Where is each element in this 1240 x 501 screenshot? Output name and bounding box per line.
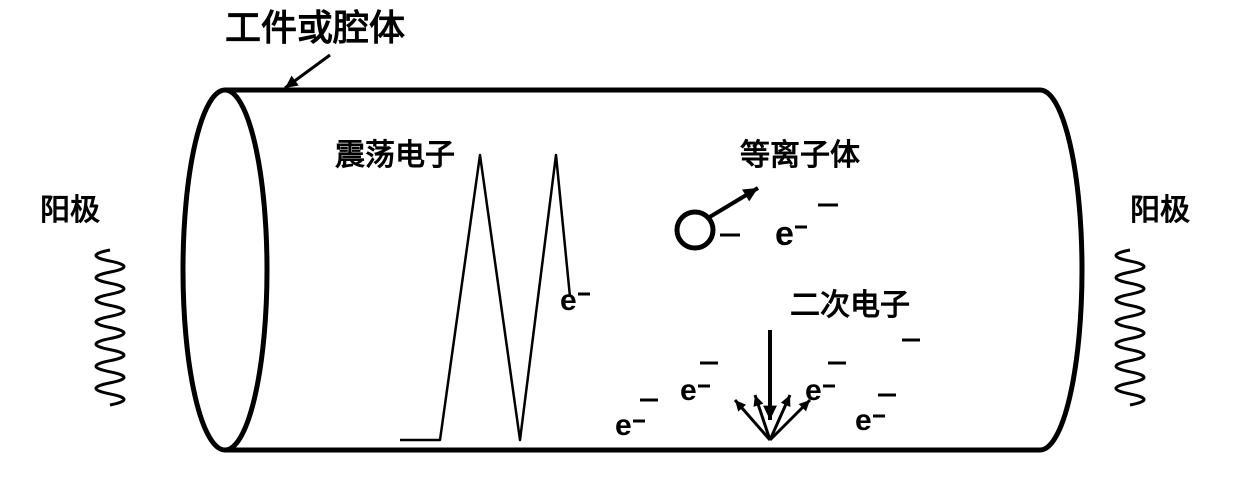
plasma-group (677, 188, 838, 248)
anode-left-label: 阳极 (40, 194, 100, 227)
osc-e-e: e (560, 284, 577, 317)
secondary-label: 二次电子 (790, 289, 910, 322)
secondary-e-2-e: e (805, 374, 822, 407)
secondary-e-3-e: e (855, 404, 872, 437)
cylinder (183, 90, 1082, 450)
anode-right-label: 阳极 (1130, 194, 1190, 227)
title-arrow (285, 55, 330, 88)
plasma-e-e: e (775, 215, 794, 253)
osc-label: 震荡电子 (335, 139, 455, 172)
title-label: 工件或腔体 (225, 7, 405, 48)
secondary-e-0-e: e (615, 409, 632, 442)
osc-wave (400, 155, 570, 440)
secondary-e-1-e: e (680, 374, 697, 407)
coil-right (1116, 250, 1144, 405)
coil-left (96, 250, 124, 405)
plasma-label: 等离子体 (740, 138, 861, 172)
